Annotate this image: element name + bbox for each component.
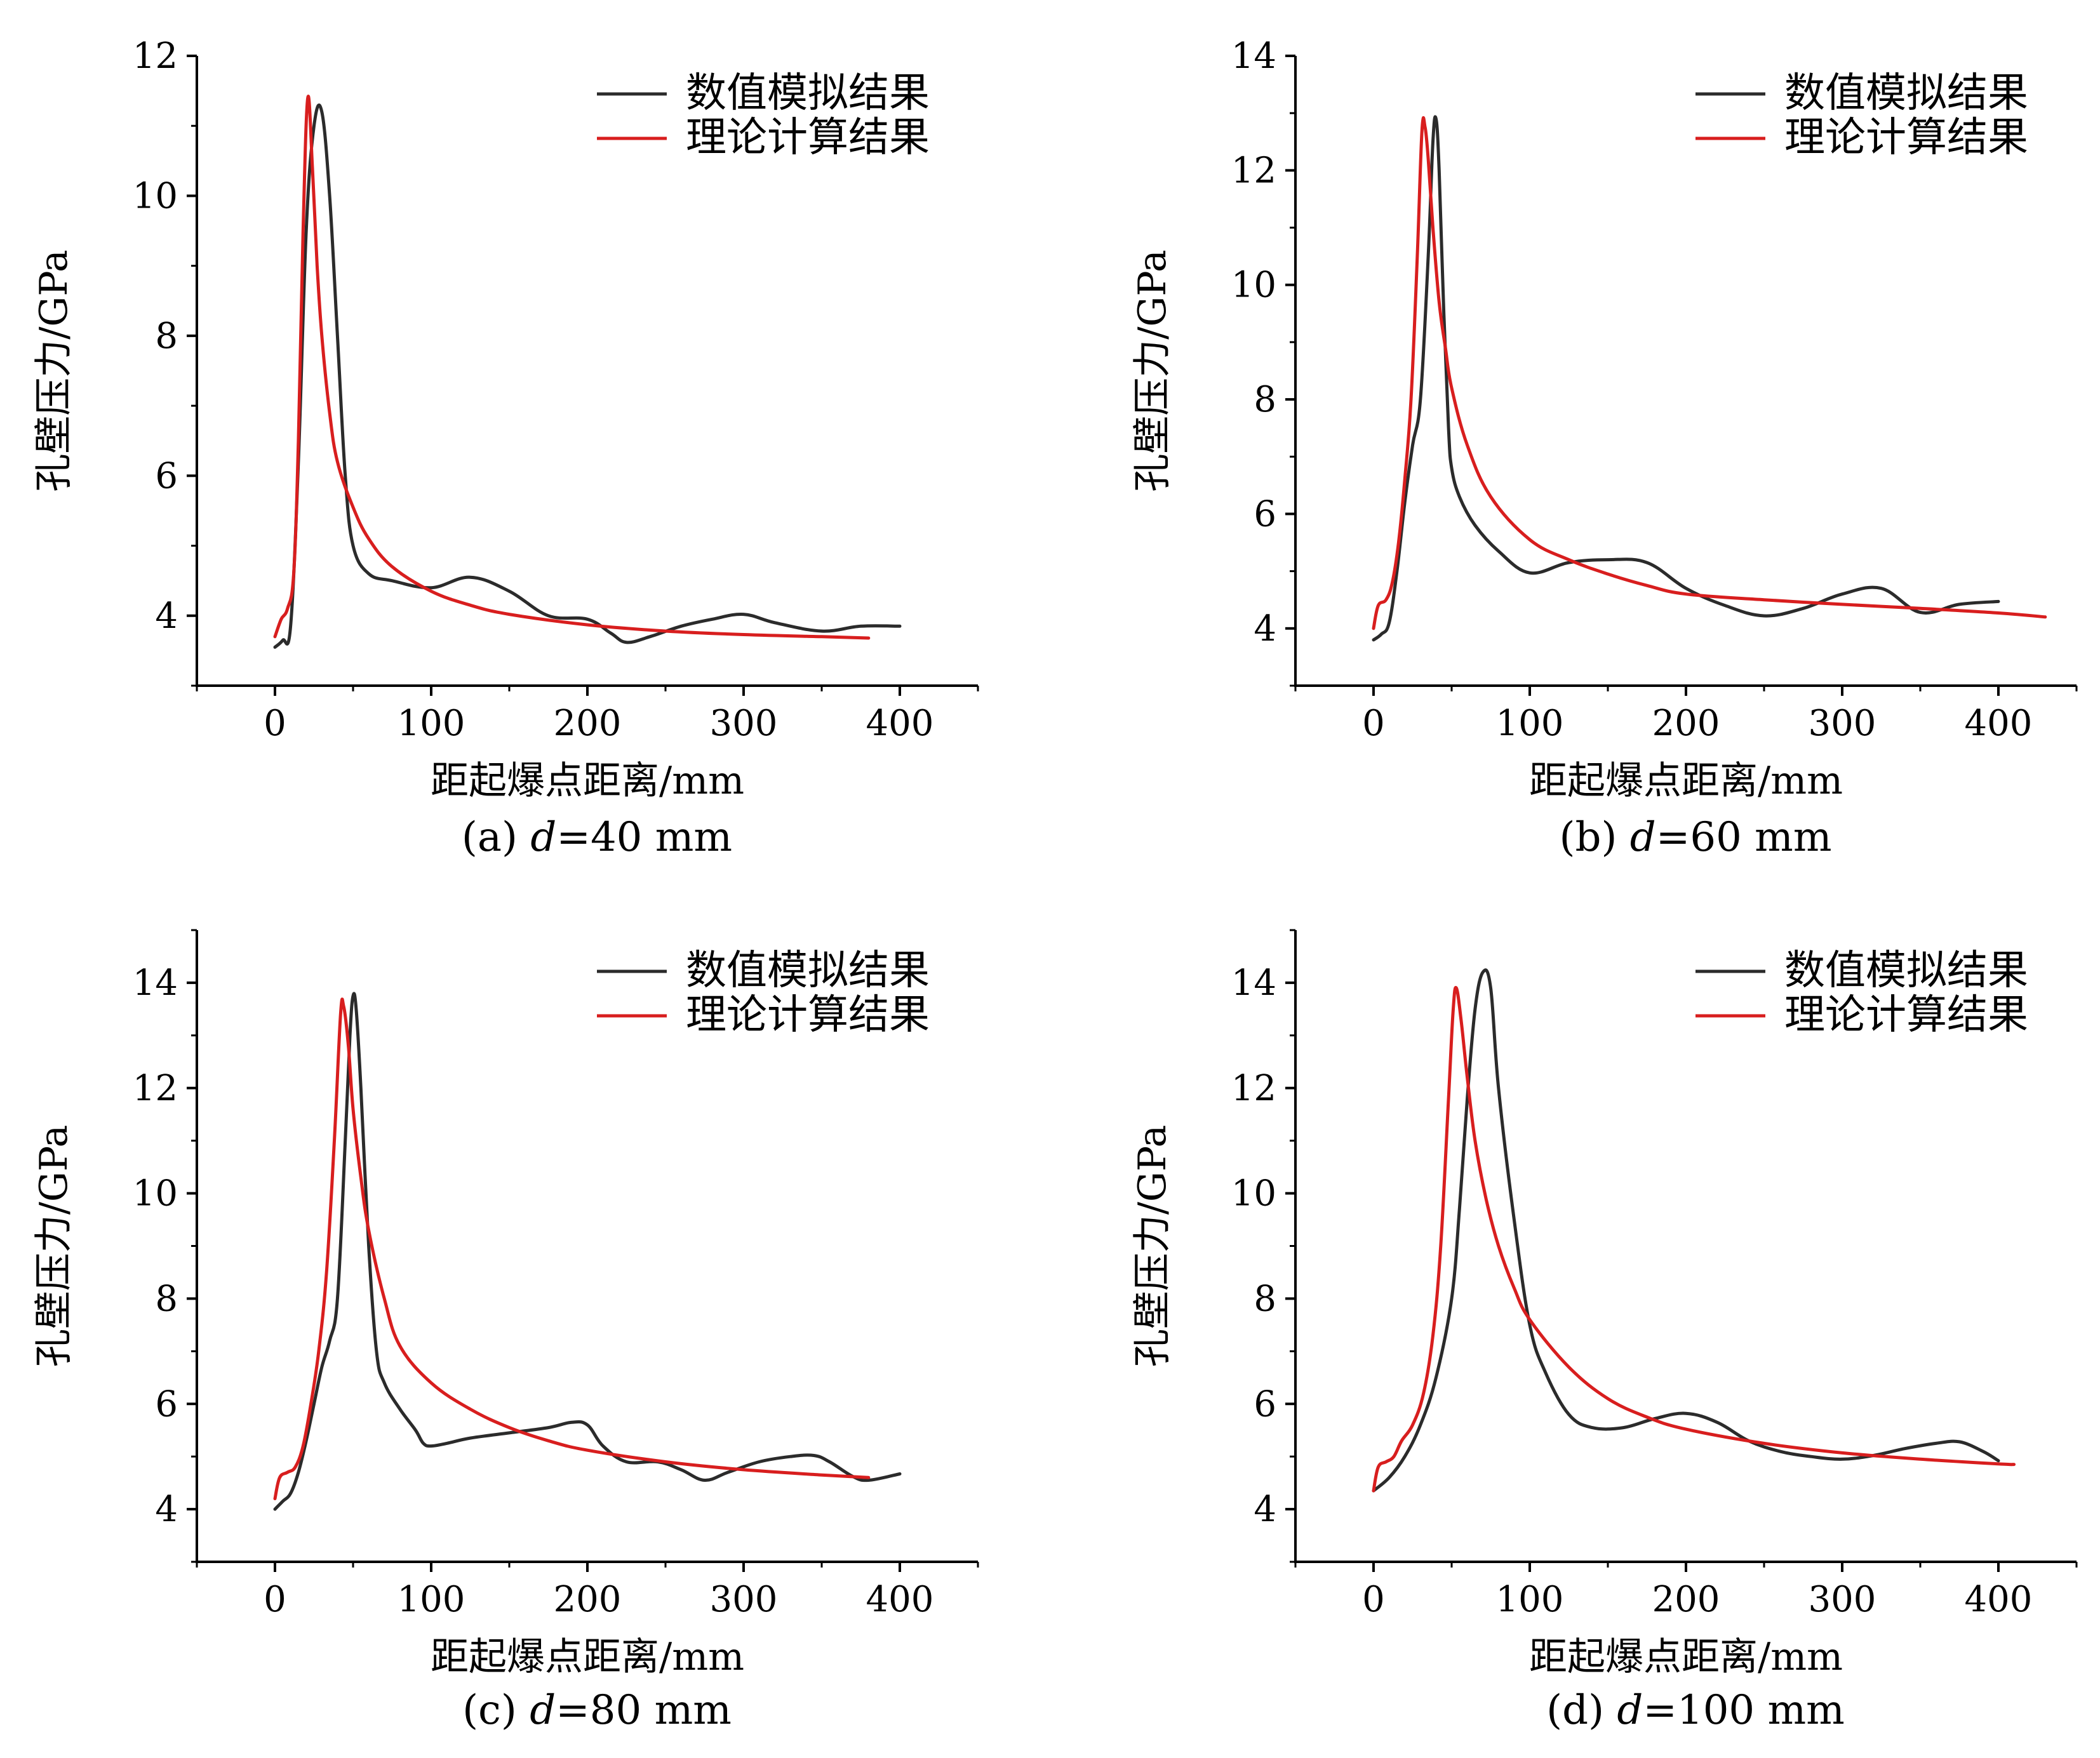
legend-label: 数值模拟结果 <box>686 947 930 994</box>
y-tick-label: 4 <box>155 596 178 637</box>
caption-variable: d <box>1617 1687 1643 1734</box>
panel-caption: (d) d=100 mm <box>1546 1687 1845 1734</box>
y-tick-label: 12 <box>1231 150 1276 191</box>
y-tick-label: 8 <box>1254 1278 1276 1319</box>
y-axis-label: 孔壁压力/GPa <box>1130 250 1175 492</box>
x-tick-label: 0 <box>264 1579 286 1620</box>
caption-prefix: (b) <box>1560 814 1630 861</box>
series-line-1 <box>273 95 871 640</box>
y-tick-label: 4 <box>1254 1489 1276 1530</box>
y-tick-label: 10 <box>1231 265 1276 306</box>
x-tick-label: 300 <box>710 703 778 744</box>
chart-panel-3: 0 100 200 300 400 4 6 8 10 12 14 距起爆点距离/mm 孔壁压力/GPa 数… <box>1130 929 2078 1734</box>
y-axis-label: 孔壁压力/GPa <box>1130 1125 1175 1368</box>
y-tick-label: 8 <box>1254 379 1276 420</box>
caption-variable: d <box>530 814 556 861</box>
x-axis-label: 距起爆点距离/mm <box>1529 759 1843 803</box>
caption-suffix: =80 mm <box>556 1687 732 1734</box>
legend-label: 理论计算结果 <box>686 114 930 161</box>
legend-label: 理论计算结果 <box>686 992 930 1039</box>
legend-label: 数值模拟结果 <box>1784 947 2028 994</box>
x-axis-label: 距起爆点距离/mm <box>1529 1635 1843 1679</box>
y-tick-label: 10 <box>133 175 178 216</box>
chart-panel-2: 0 100 200 300 400 4 6 8 10 12 14 距起爆点距离/mm 孔壁压力/GPa 数… <box>32 929 979 1734</box>
x-tick-label: 100 <box>1496 703 1564 744</box>
series-line-1 <box>1372 116 2047 630</box>
legend-label: 数值模拟结果 <box>1784 70 2028 117</box>
x-tick-label: 400 <box>866 703 934 744</box>
y-tick-label: 8 <box>155 1278 178 1319</box>
y-tick-label: 14 <box>1231 962 1276 1004</box>
y-tick-label: 8 <box>155 316 178 357</box>
y-tick-label: 4 <box>155 1489 178 1530</box>
x-tick-label: 300 <box>710 1579 778 1620</box>
caption-suffix: =100 mm <box>1643 1687 1845 1734</box>
y-tick-label: 6 <box>1254 493 1276 535</box>
y-tick-label: 10 <box>133 1173 178 1215</box>
y-tick-label: 12 <box>133 36 178 77</box>
x-tick-label: 100 <box>1496 1579 1564 1620</box>
series-line-0 <box>1372 115 2000 642</box>
y-tick-label: 12 <box>1231 1068 1276 1109</box>
series-line-0 <box>273 992 902 1511</box>
x-tick-label: 200 <box>554 1579 622 1620</box>
y-tick-label: 14 <box>133 962 178 1004</box>
legend-label: 数值模拟结果 <box>686 70 930 117</box>
x-tick-label: 300 <box>1809 703 1876 744</box>
legend-label: 理论计算结果 <box>1784 992 2028 1039</box>
series-line-0 <box>273 103 902 649</box>
x-tick-label: 300 <box>1809 1579 1876 1620</box>
caption-variable: d <box>1630 814 1656 861</box>
y-tick-label: 4 <box>1254 608 1276 649</box>
series-line-1 <box>1372 985 2016 1493</box>
series-line-0 <box>1372 968 2000 1493</box>
y-tick-label: 6 <box>1254 1383 1276 1425</box>
y-tick-label: 6 <box>155 1383 178 1425</box>
x-tick-label: 400 <box>866 1579 934 1620</box>
panel-caption: (a) d=40 mm <box>462 814 732 861</box>
caption-prefix: (d) <box>1546 1687 1617 1734</box>
x-tick-label: 200 <box>554 703 622 744</box>
chart-panel-0: 0 100 200 300 400 4 6 8 10 12 距起爆点距离/mm 孔壁压力/GPa 数值模… <box>32 36 979 861</box>
panel-caption: (b) d=60 mm <box>1560 814 1832 861</box>
y-tick-label: 10 <box>1231 1173 1276 1215</box>
x-tick-label: 200 <box>1652 703 1720 744</box>
x-axis-label: 距起爆点距离/mm <box>431 759 744 803</box>
y-tick-label: 14 <box>1231 36 1276 77</box>
y-tick-label: 6 <box>155 455 178 496</box>
caption-prefix: (a) <box>462 814 530 861</box>
y-axis-label: 孔壁压力/GPa <box>32 250 76 492</box>
series-line-1 <box>273 997 871 1500</box>
panel-caption: (c) d=80 mm <box>462 1687 732 1734</box>
x-tick-label: 400 <box>1965 703 2033 744</box>
y-tick-label: 12 <box>133 1068 178 1109</box>
x-tick-label: 200 <box>1652 1579 1720 1620</box>
x-tick-label: 0 <box>1362 703 1385 744</box>
chart-panel-1: 0 100 200 300 400 4 6 8 10 12 14 距起爆点距离/mm 孔壁压力/GPa 数… <box>1130 36 2078 861</box>
x-tick-label: 0 <box>1362 1579 1385 1620</box>
x-tick-label: 100 <box>398 1579 465 1620</box>
x-tick-label: 400 <box>1965 1579 2033 1620</box>
x-axis-label: 距起爆点距离/mm <box>431 1635 744 1679</box>
y-axis-label: 孔壁压力/GPa <box>32 1125 76 1368</box>
caption-suffix: =60 mm <box>1656 814 1832 861</box>
x-tick-label: 0 <box>264 703 286 744</box>
x-tick-label: 100 <box>398 703 465 744</box>
caption-prefix: (c) <box>462 1687 530 1734</box>
legend-label: 理论计算结果 <box>1784 114 2028 161</box>
caption-variable: d <box>530 1687 556 1734</box>
caption-suffix: =40 mm <box>556 814 732 861</box>
